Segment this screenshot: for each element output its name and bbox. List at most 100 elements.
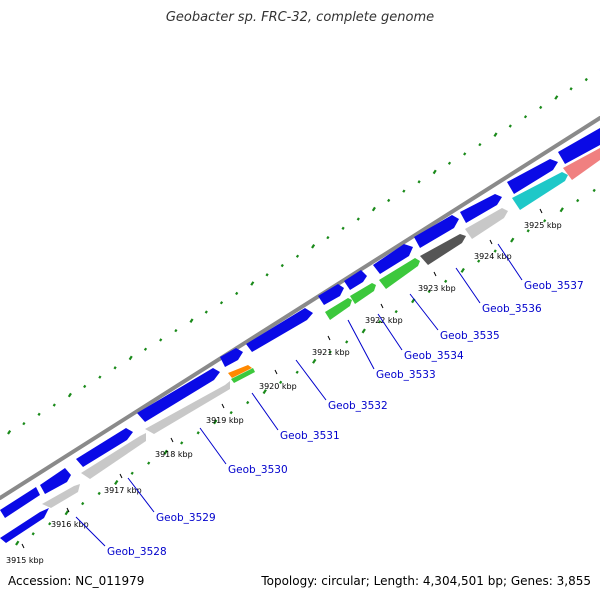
gc-tick: [48, 522, 52, 526]
gc-tick: [543, 219, 547, 223]
gene-label[interactable]: Geob_3537: [524, 280, 584, 292]
gene-leader-line: [295, 359, 327, 401]
kbp-tick-label: 3917 kbp: [104, 486, 142, 495]
gc-tick: [508, 124, 512, 128]
genes-value: 3,855: [556, 574, 591, 588]
gene-feature[interactable]: [414, 215, 459, 248]
gene-feature[interactable]: [137, 368, 220, 422]
gene-feature[interactable]: [512, 172, 568, 210]
gc-tick: [113, 366, 117, 370]
gc-tick: [180, 441, 184, 445]
kbp-tick: [170, 437, 174, 443]
gc-tick: [460, 267, 465, 273]
genes-label: Genes:: [510, 574, 553, 588]
gene-leader-line: [455, 267, 481, 304]
gene-feature[interactable]: [318, 284, 344, 305]
gene-feature[interactable]: [350, 283, 376, 304]
gc-tick: [493, 249, 497, 253]
kbp-tick-label: 3921 kbp: [312, 348, 350, 357]
gc-tick: [356, 217, 360, 221]
gene-label[interactable]: Geob_3529: [156, 512, 216, 524]
gc-tick: [371, 206, 376, 212]
gc-tick: [295, 254, 300, 258]
gene-feature[interactable]: [220, 348, 243, 367]
gc-tick: [576, 198, 580, 203]
gc-tick: [97, 491, 101, 496]
gene-feature[interactable]: [460, 194, 502, 223]
gene-label[interactable]: Geob_3528: [107, 546, 167, 558]
kbp-tick: [539, 208, 543, 214]
gc-tick: [447, 161, 452, 165]
gene-feature[interactable]: [40, 468, 71, 494]
gc-tick: [64, 510, 69, 516]
gc-tick: [345, 340, 349, 344]
gene-feature[interactable]: [228, 365, 252, 378]
gene-leader-line: [377, 313, 403, 351]
kbp-tick: [380, 303, 384, 309]
gene-feature[interactable]: [344, 270, 367, 290]
kbp-tick-label: 3924 kbp: [474, 252, 512, 261]
gc-tick: [163, 449, 168, 455]
gc-tick: [52, 403, 56, 407]
forward-strand-track: [0, 128, 600, 518]
gene-leader-line: [199, 427, 227, 465]
gc-tick: [569, 87, 573, 91]
gene-feature[interactable]: [246, 308, 313, 352]
accession-value: NC_011979: [75, 574, 145, 588]
gene-feature[interactable]: [507, 159, 558, 194]
gc-tick: [478, 142, 482, 147]
gc-tick: [22, 421, 26, 426]
gene-label[interactable]: Geob_3535: [440, 330, 500, 342]
gc-tick: [128, 355, 133, 361]
gene-feature[interactable]: [42, 484, 80, 508]
gene-feature[interactable]: [558, 128, 600, 164]
gc-tick: [378, 320, 382, 324]
gene-feature[interactable]: [563, 148, 600, 180]
gc-tick: [523, 115, 528, 119]
gene-feature[interactable]: [145, 381, 230, 434]
gene-label[interactable]: Geob_3536: [482, 303, 542, 315]
gc-tick: [265, 273, 269, 277]
gc-tick: [250, 281, 255, 286]
gc-tick: [174, 328, 178, 333]
gc-tick: [7, 430, 12, 435]
gene-feature[interactable]: [81, 433, 146, 479]
kbp-tick-label: 3925 kbp: [524, 221, 562, 230]
gene-feature[interactable]: [231, 368, 255, 383]
gene-label[interactable]: Geob_3530: [228, 464, 288, 476]
gc-tick: [526, 229, 530, 233]
gene-feature[interactable]: [420, 234, 466, 265]
gene-feature[interactable]: [465, 208, 508, 239]
gene-label[interactable]: Geob_3531: [280, 430, 340, 442]
gene-leader-line: [251, 392, 279, 431]
gene-feature[interactable]: [0, 487, 40, 518]
kbp-tick: [119, 473, 123, 479]
gc-tick: [159, 338, 163, 342]
gc-tick: [31, 532, 35, 536]
gene-feature[interactable]: [76, 428, 133, 467]
kbp-tick-label: 3916 kbp: [51, 520, 89, 529]
gc-tick: [130, 471, 134, 475]
gc-tick: [387, 198, 391, 203]
kbp-tick-label: 3923 kbp: [418, 284, 456, 293]
gene-feature[interactable]: [0, 508, 49, 543]
gc-tick: [326, 235, 330, 240]
gene-feature[interactable]: [373, 244, 413, 274]
gene-leader-line: [497, 243, 523, 281]
gc-tick: [510, 237, 515, 243]
gene-label[interactable]: Geob_3534: [404, 350, 464, 362]
gene-label[interactable]: Geob_3533: [376, 369, 436, 381]
gene-leader-line: [75, 516, 106, 547]
gc-tick: [279, 380, 283, 384]
gc-skew-track-inner: [15, 188, 596, 546]
kbp-tick: [221, 403, 225, 409]
gene-feature[interactable]: [325, 298, 352, 320]
gc-tick: [219, 301, 224, 305]
gene-leader-line: [127, 477, 155, 513]
gc-tick: [67, 392, 72, 398]
gc-tick: [143, 347, 148, 351]
gene-label-track: Geob_3528 Geob_3529 Geob_3530 Geob_3531 Geob…: [75, 243, 584, 558]
gene-feature[interactable]: [379, 258, 420, 289]
gene-label[interactable]: Geob_3532: [328, 400, 388, 412]
gc-tick: [37, 412, 41, 416]
